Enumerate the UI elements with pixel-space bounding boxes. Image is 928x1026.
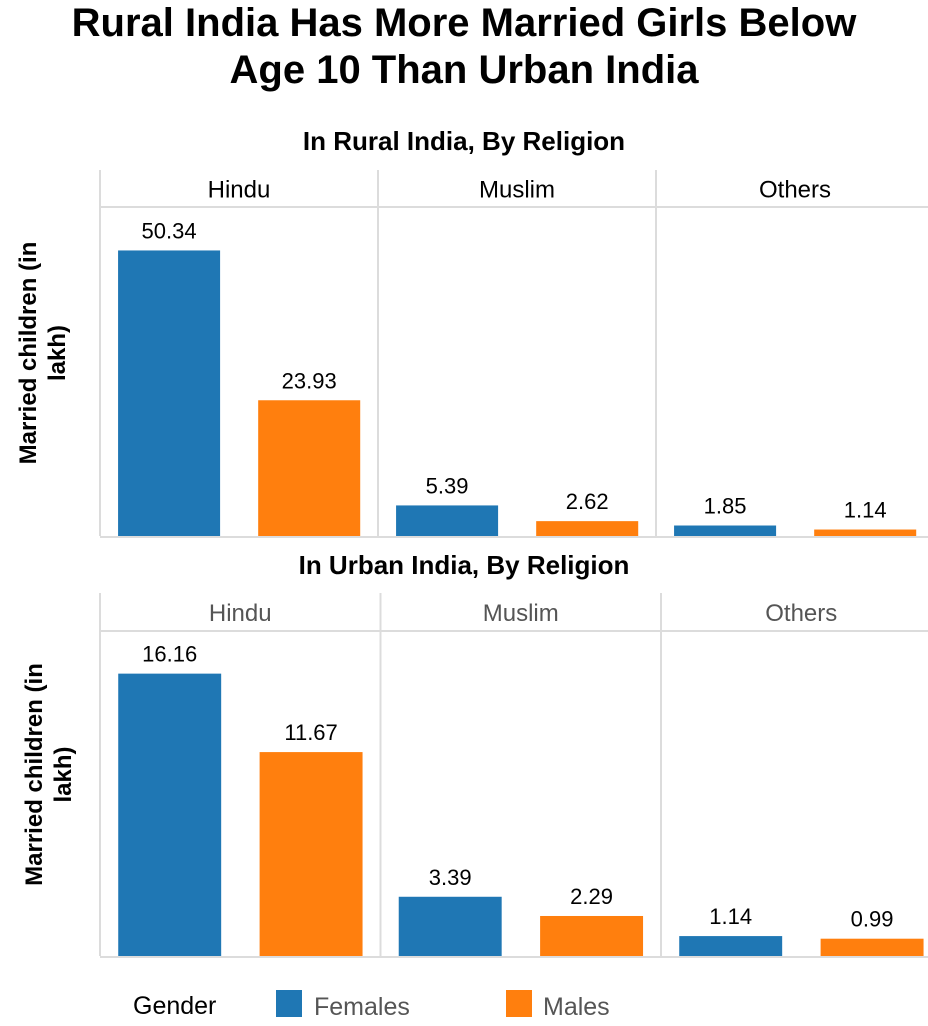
bar-females bbox=[118, 673, 222, 956]
bar-females bbox=[674, 525, 777, 536]
data-label: 5.39 bbox=[426, 473, 469, 498]
facet-strip-label: Muslim bbox=[483, 600, 559, 627]
data-label: 1.85 bbox=[704, 494, 747, 519]
facet-strip-label: Hindu bbox=[209, 600, 272, 627]
panel-title: In Rural India, By Religion bbox=[303, 126, 625, 156]
legend-title: Gender bbox=[133, 992, 217, 1020]
facet-strip-label: Others bbox=[759, 177, 831, 204]
bar-males bbox=[536, 521, 639, 536]
facet-strip-label: Hindu bbox=[208, 177, 271, 204]
y-axis-label: Married children (in bbox=[15, 242, 42, 465]
data-label: 1.14 bbox=[844, 498, 887, 523]
data-label: 3.39 bbox=[429, 865, 472, 890]
data-label: 0.99 bbox=[851, 907, 894, 932]
data-label: 16.16 bbox=[142, 642, 197, 667]
y-axis-label: Married children (in bbox=[21, 663, 48, 886]
data-label: 11.67 bbox=[284, 720, 337, 745]
legend-swatch-males bbox=[506, 990, 532, 1017]
legend-label-females: Females bbox=[314, 993, 410, 1021]
bar-males bbox=[258, 400, 361, 536]
bar-males bbox=[540, 915, 644, 956]
bar-females bbox=[398, 896, 502, 956]
facet-strip-label: Muslim bbox=[479, 177, 555, 204]
legend-label-males: Males bbox=[543, 993, 610, 1021]
bar-females bbox=[679, 936, 783, 956]
y-axis-label: lakh) bbox=[44, 325, 71, 381]
chart-title: Rural India Has More Married Girls Below… bbox=[0, 0, 928, 94]
facet-strip-label: Others bbox=[765, 600, 837, 627]
data-label: 2.62 bbox=[566, 489, 609, 514]
data-label: 2.29 bbox=[570, 884, 613, 909]
bar-males bbox=[820, 938, 924, 956]
bar-males bbox=[814, 529, 917, 536]
bar-females bbox=[396, 505, 499, 536]
data-label: 23.93 bbox=[282, 368, 337, 393]
data-label: 1.14 bbox=[709, 904, 752, 929]
chart-title-line: Age 10 Than Urban India bbox=[229, 48, 699, 92]
bar-females bbox=[118, 250, 221, 536]
data-label: 50.34 bbox=[142, 218, 197, 243]
panel-title: In Urban India, By Religion bbox=[299, 550, 630, 580]
legend-swatch-females bbox=[276, 990, 302, 1017]
bar-males bbox=[259, 752, 363, 956]
y-axis-label: lakh) bbox=[50, 746, 77, 802]
chart-title-line: Rural India Has More Married Girls Below bbox=[71, 1, 857, 45]
